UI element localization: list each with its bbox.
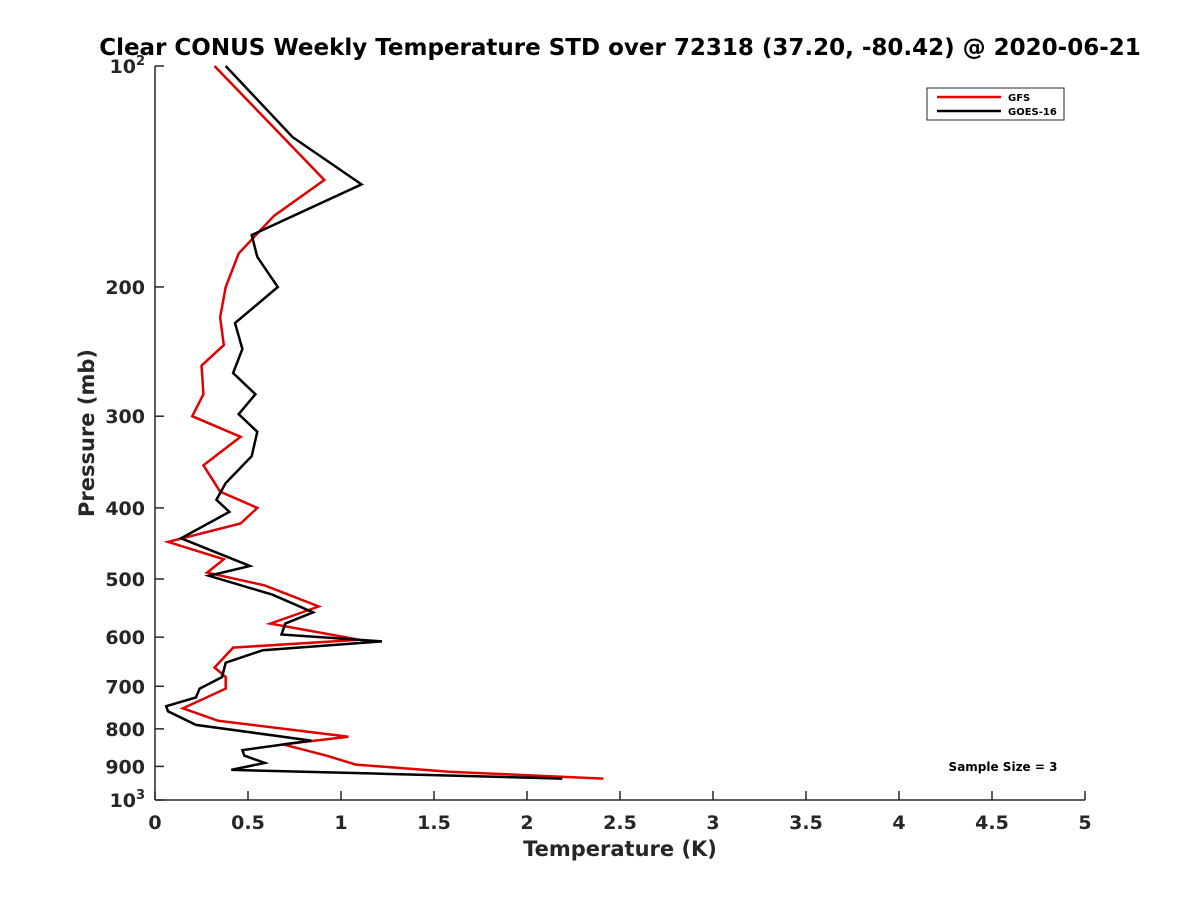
series-line-gfs	[163, 65, 604, 780]
chart-title: Clear CONUS Weekly Temperature STD over …	[99, 35, 1141, 61]
x-tick-label: 1	[334, 812, 347, 834]
y-tick-label: 200	[105, 277, 145, 299]
x-axis-label: Temperature (K)	[523, 837, 717, 861]
x-tick-label: 0	[148, 812, 161, 834]
y-tick-label: 400	[105, 498, 145, 520]
legend-box	[926, 87, 1065, 121]
y-tick-label: 300	[105, 406, 145, 428]
x-tick-label: 3	[706, 812, 719, 834]
legend-label-gfs: GFS	[1008, 93, 1030, 104]
y-axis-ticks: 102 200 300 400 500 600 700 800 900 103	[105, 54, 164, 812]
y-tick-label: 600	[105, 627, 145, 649]
x-tick-label: 4.5	[975, 812, 1009, 834]
series-line-goes-16	[164, 65, 563, 780]
y-tick-label: 900	[105, 756, 145, 778]
sample-size-note: Sample Size = 3	[949, 760, 1058, 774]
x-tick-label: 4	[892, 812, 905, 834]
y-tick-label: 800	[105, 719, 145, 741]
y-tick-label: 102	[110, 54, 146, 78]
x-tick-label: 5	[1078, 812, 1091, 834]
series-layer	[163, 65, 604, 780]
x-axis-ticks: 0 0.5 1 1.5 2 2.5 3 3.5 4 4.5 5	[148, 791, 1092, 834]
x-tick-label: 3.5	[789, 812, 823, 834]
legend-label-goes-16: GOES-16	[1008, 107, 1057, 118]
y-tick-label: 103	[110, 788, 146, 812]
y-tick-label: 500	[105, 569, 145, 591]
x-tick-label: 2.5	[603, 812, 637, 834]
plot-area	[154, 66, 1085, 801]
legend: GFS GOES-16	[926, 87, 1065, 121]
y-tick-label: 700	[105, 676, 145, 698]
x-tick-label: 1.5	[417, 812, 451, 834]
x-tick-label: 0.5	[231, 812, 265, 834]
y-axis-label: Pressure (mb)	[75, 349, 99, 517]
x-tick-label: 2	[520, 812, 533, 834]
